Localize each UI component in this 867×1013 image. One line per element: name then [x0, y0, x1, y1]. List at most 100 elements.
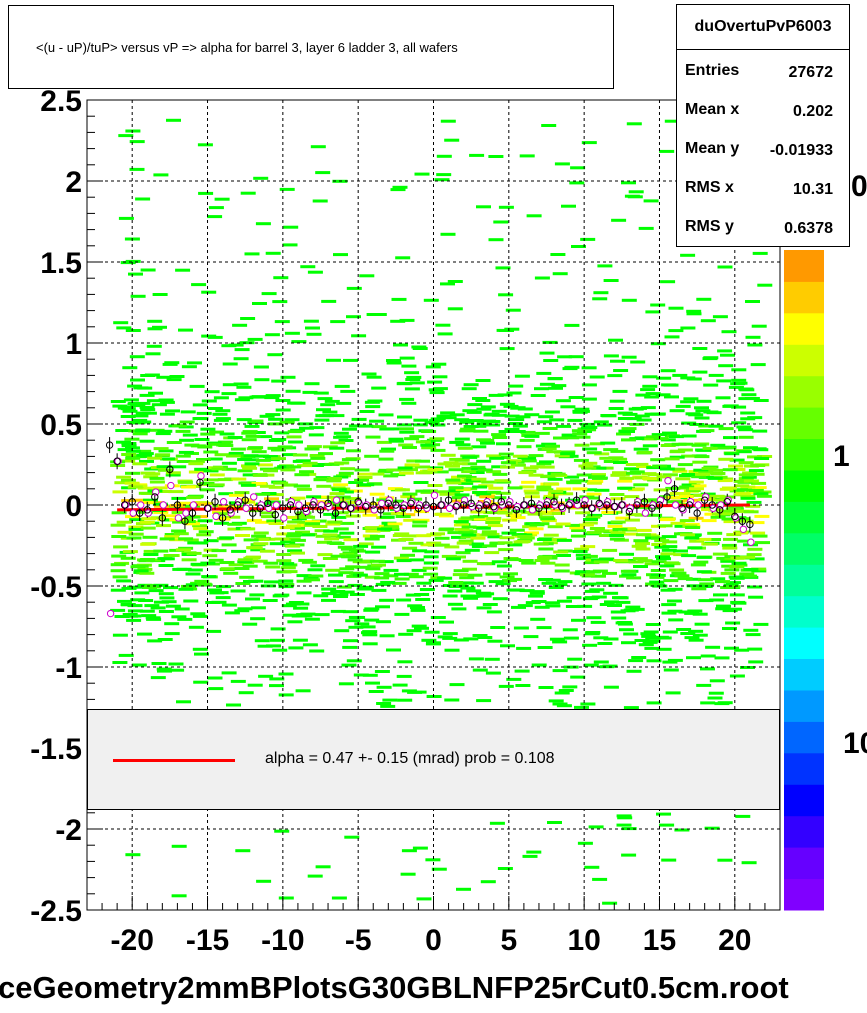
heatmap-cell [552, 640, 568, 644]
heatmap-cell [284, 331, 300, 335]
heatmap-cell [703, 410, 719, 414]
heatmap-cell [475, 399, 491, 402]
heatmap-cell [427, 484, 443, 487]
heatmap-cell [488, 580, 504, 584]
heatmap-cell [209, 591, 225, 595]
heatmap-cell [487, 535, 503, 539]
heatmap-cell [703, 383, 719, 387]
heatmap-cell [297, 515, 313, 519]
z-label-mid: 1 [833, 440, 850, 473]
heatmap-cell [430, 532, 445, 536]
heatmap-cell [746, 500, 762, 504]
color-scale-segment [784, 501, 824, 534]
heatmap-cell [266, 519, 282, 523]
heatmap-cell [397, 698, 413, 702]
heatmap-cell [582, 461, 598, 465]
heatmap-cell [116, 579, 132, 583]
heatmap-cell [412, 524, 428, 528]
profile-point [746, 520, 754, 529]
heatmap-cell [420, 543, 436, 547]
heatmap-cell [483, 511, 499, 515]
heatmap-cell [522, 854, 538, 858]
y-tick-label: -1.5 [30, 733, 82, 766]
heatmap-cell [249, 593, 265, 597]
heatmap-cell [751, 486, 767, 490]
heatmap-cell [473, 429, 489, 433]
heatmap-cell [145, 584, 161, 588]
heatmap-cell [139, 609, 155, 613]
heatmap-cell [549, 418, 565, 422]
heatmap-cell [203, 539, 219, 543]
heatmap-cell [686, 656, 701, 660]
heatmap-cell [529, 523, 545, 527]
heatmap-cell [448, 581, 464, 584]
heatmap-cell [516, 646, 532, 650]
heatmap-cell [475, 526, 491, 530]
heatmap-cell [138, 452, 154, 456]
heatmap-cell [729, 458, 745, 462]
heatmap-cell [680, 533, 695, 537]
heatmap-cell [489, 456, 505, 460]
heatmap-cell [414, 172, 430, 176]
heatmap-cell [378, 457, 394, 461]
heatmap-cell [536, 371, 552, 375]
heatmap-cell [367, 399, 383, 403]
heatmap-cell [607, 524, 623, 528]
profile-point-alt [182, 509, 190, 517]
heatmap-cell [336, 585, 352, 589]
heatmap-cell [318, 414, 334, 418]
heatmap-cell [123, 614, 139, 618]
profile-point [151, 493, 159, 501]
heatmap-cell [555, 399, 571, 403]
heatmap-cell [421, 446, 437, 450]
heatmap-cell [481, 532, 497, 536]
heatmap-cell [677, 463, 693, 467]
heatmap-cell [130, 404, 146, 408]
heatmap-cell [387, 522, 403, 526]
heatmap-cell [222, 362, 238, 366]
heatmap-cell [685, 526, 701, 529]
heatmap-cell [621, 355, 637, 359]
heatmap-cell [206, 629, 222, 633]
heatmap-cell [171, 465, 187, 469]
profile-point-alt [664, 477, 672, 485]
heatmap-cell [284, 418, 300, 422]
heatmap-cell [346, 449, 361, 453]
heatmap-cell [307, 270, 323, 274]
heatmap-cell [404, 463, 420, 467]
heatmap-cell [171, 424, 187, 428]
heatmap-cell [480, 441, 495, 445]
heatmap-cell [277, 445, 293, 449]
heatmap-cell [325, 568, 341, 572]
heatmap-cell [238, 396, 254, 400]
heatmap-cell [452, 573, 468, 577]
heatmap-cell [680, 400, 696, 404]
heatmap-cell [216, 585, 231, 589]
heatmap-cell [569, 526, 585, 530]
heatmap-cell [493, 220, 509, 224]
heatmap-cell [534, 605, 550, 609]
heatmap-cell [268, 417, 284, 421]
heatmap-cell [495, 582, 511, 586]
heatmap-cell [314, 613, 330, 617]
heatmap-cell [321, 598, 336, 602]
heatmap-cell [208, 206, 224, 210]
heatmap-cell [274, 537, 290, 541]
heatmap-cell [710, 443, 726, 447]
heatmap-cell [662, 473, 678, 477]
heatmap-cell [548, 699, 564, 703]
heatmap-cell [423, 561, 439, 565]
heatmap-cell [339, 521, 355, 525]
heatmap-cell [337, 545, 353, 549]
heatmap-cell [485, 671, 501, 675]
heatmap-cell [567, 418, 583, 422]
heatmap-cell [364, 454, 380, 458]
heatmap-cell [351, 417, 367, 421]
heatmap-cell [378, 560, 394, 564]
heatmap-cell [273, 276, 289, 280]
heatmap-cell [259, 414, 275, 418]
heatmap-cell [642, 375, 658, 379]
heatmap-cell [701, 519, 717, 523]
heatmap-cell [112, 575, 128, 579]
stats-key: Mean y [685, 140, 740, 157]
